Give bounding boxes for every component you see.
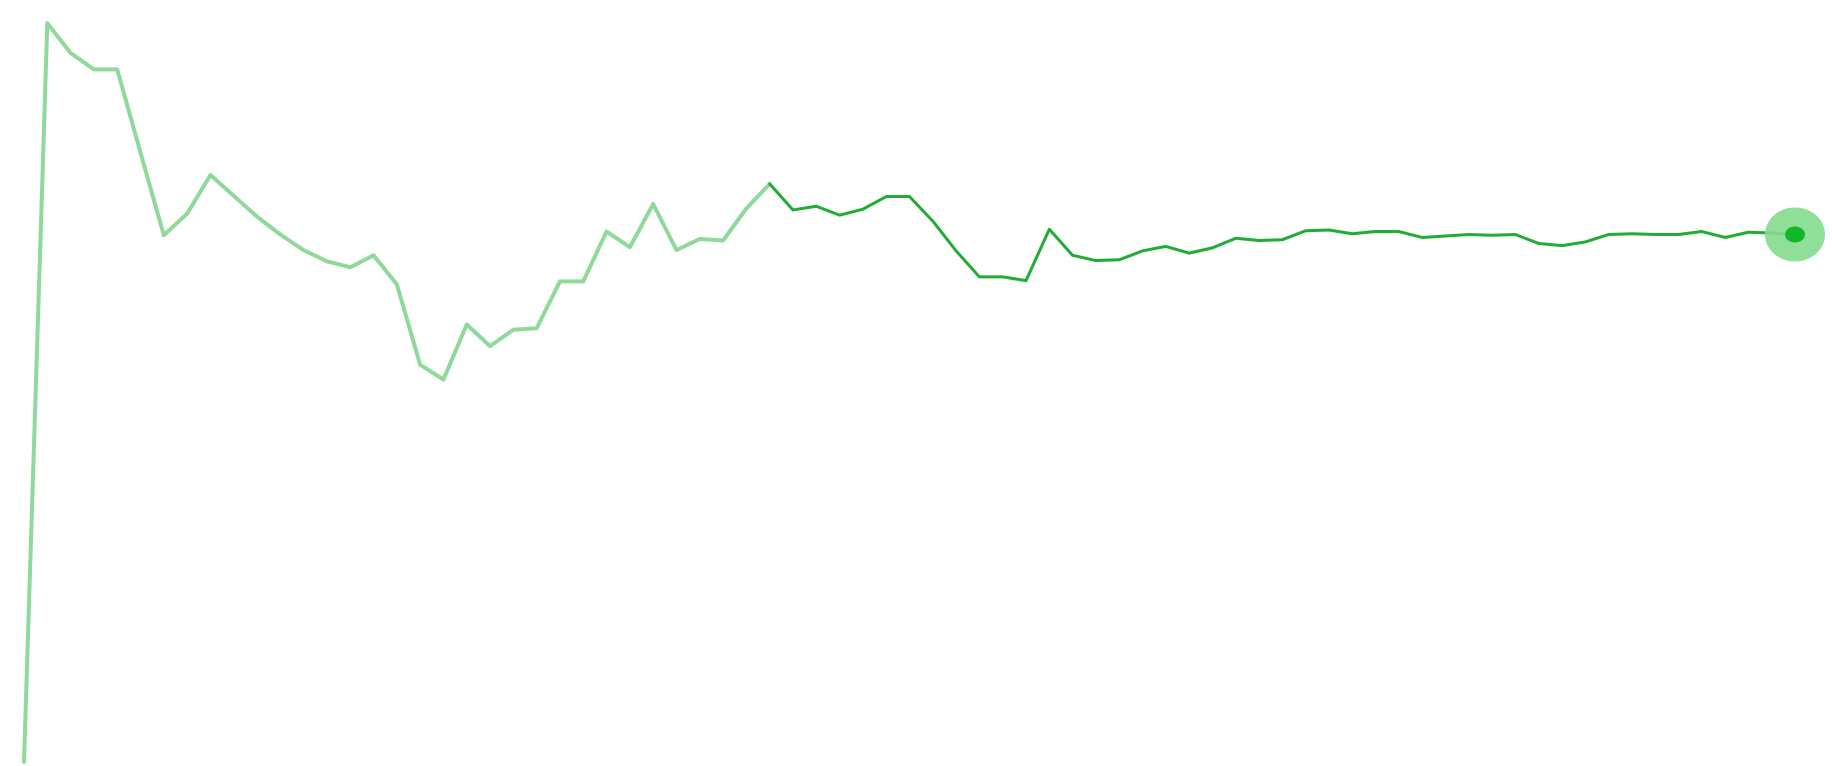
series-line-main: [768, 182, 1797, 283]
series-line-faded: [22, 21, 772, 764]
end-marker-dot: [1785, 226, 1805, 243]
